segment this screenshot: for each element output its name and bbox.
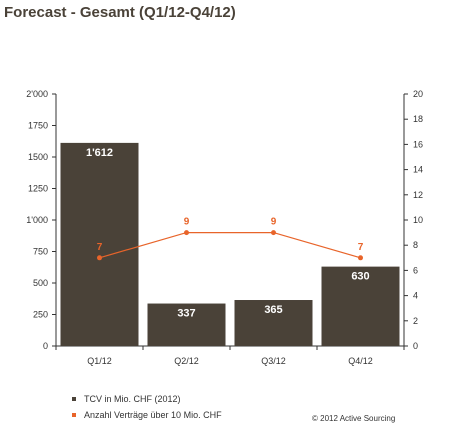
bar-value-label: 1'612 — [86, 147, 113, 159]
y-left-tick-label: 2'000 — [26, 89, 48, 99]
y-right-tick-label: 14 — [413, 165, 423, 175]
y-right-tick-label: 4 — [413, 291, 418, 301]
y-left-tick-label: 1500 — [28, 152, 48, 162]
legend-swatch-line — [72, 413, 76, 417]
bar-Q1-12 — [60, 142, 139, 346]
line-value-label: 7 — [358, 242, 364, 253]
y-right-tick-label: 12 — [413, 190, 423, 200]
bar-Q4-12 — [321, 266, 400, 346]
y-left-tick-label: 750 — [33, 247, 48, 257]
y-left-tick-label: 1750 — [28, 121, 48, 131]
y-right-tick-label: 20 — [413, 89, 423, 99]
line-point — [97, 255, 102, 261]
y-left-tick-label: 0 — [43, 341, 48, 351]
legend: TCV in Mio. CHF (2012) Anzahl Verträge üb… — [72, 394, 222, 420]
y-right-tick-label: 16 — [413, 139, 423, 149]
series-line-contracts — [99, 232, 361, 259]
x-tick-label: Q4/12 — [348, 356, 373, 366]
x-tick-label: Q2/12 — [174, 356, 199, 366]
bar-Q2-12 — [147, 303, 226, 346]
bar-Q3-12 — [234, 300, 313, 346]
y-left-tick-label: 1250 — [28, 184, 48, 194]
y-left-tick-label: 500 — [33, 278, 48, 288]
bar-value-label: 365 — [264, 304, 282, 316]
line-layer: 7 9 9 7 — [97, 217, 364, 261]
line-point — [358, 255, 363, 261]
y-right-tick-label: 8 — [413, 240, 418, 250]
x-tick-label: Q3/12 — [261, 356, 286, 366]
legend-label-bar: TCV in Mio. CHF (2012) — [84, 394, 181, 404]
bars-layer: 1'612 337 365 630 — [60, 142, 400, 346]
y-right-tick-label: 18 — [413, 114, 423, 124]
chart-title: Forecast - Gesamt (Q1/12-Q4/12) — [4, 4, 236, 21]
line-value-label: 9 — [271, 217, 277, 228]
bar-value-label: 337 — [177, 308, 195, 320]
y-right-tick-label: 0 — [413, 341, 418, 351]
y-right-tick-label: 2 — [413, 316, 418, 326]
y-right-tick-label: 10 — [413, 215, 423, 225]
legend-swatch-bar — [72, 397, 76, 401]
line-value-label: 7 — [97, 242, 103, 253]
copyright-text: © 2012 Active Sourcing — [312, 414, 395, 423]
y-right-tick-label: 6 — [413, 265, 418, 275]
y-left-tick-label: 1'000 — [26, 215, 48, 225]
x-tick-label: Q1/12 — [87, 356, 112, 366]
legend-label-line: Anzahl Verträge über 10 Mio. CHF — [84, 410, 222, 420]
bar-value-label: 630 — [351, 271, 369, 283]
line-point — [271, 230, 276, 236]
line-point — [184, 230, 189, 236]
line-value-label: 9 — [184, 217, 190, 228]
y-left-tick-label: 250 — [33, 310, 48, 320]
